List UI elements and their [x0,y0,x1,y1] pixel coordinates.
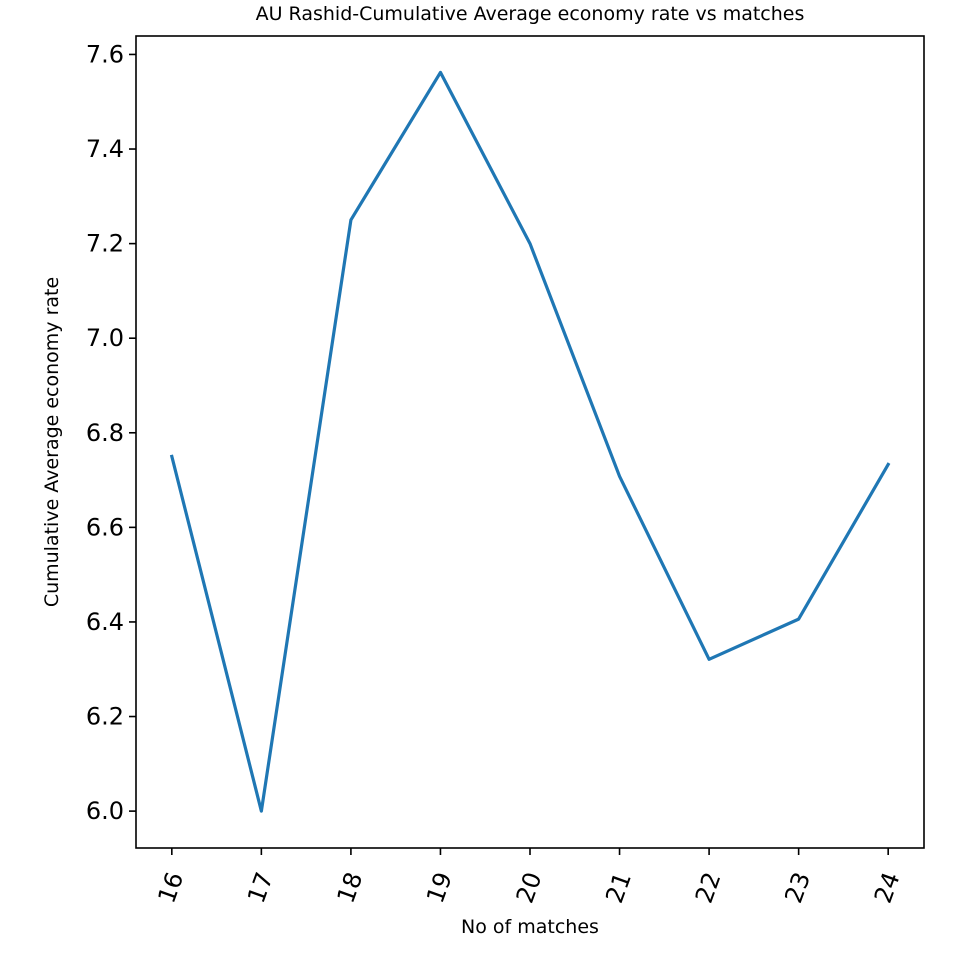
chart-title: AU Rashid-Cumulative Average economy rat… [256,3,805,25]
y-tick-label: 7.6 [86,40,124,68]
y-tick-label: 7.4 [86,135,124,163]
y-tick-label: 6.0 [86,797,124,825]
y-tick-label: 7.2 [86,230,124,258]
y-tick-label: 7.0 [86,324,124,352]
series-line [169,70,891,813]
y-tick-label: 6.2 [86,703,124,731]
x-axis-label: No of matches [461,916,599,938]
plot-frame [135,35,925,849]
y-axis-label: Cumulative Average economy rate [41,277,63,607]
plot-area: 6.06.26.46.66.87.07.27.47.616 17 18 19 20 21 2… [86,40,906,906]
y-tick-label: 6.6 [86,513,124,541]
y-tick-label: 6.4 [86,608,124,636]
y-tick-label: 6.8 [86,419,124,447]
